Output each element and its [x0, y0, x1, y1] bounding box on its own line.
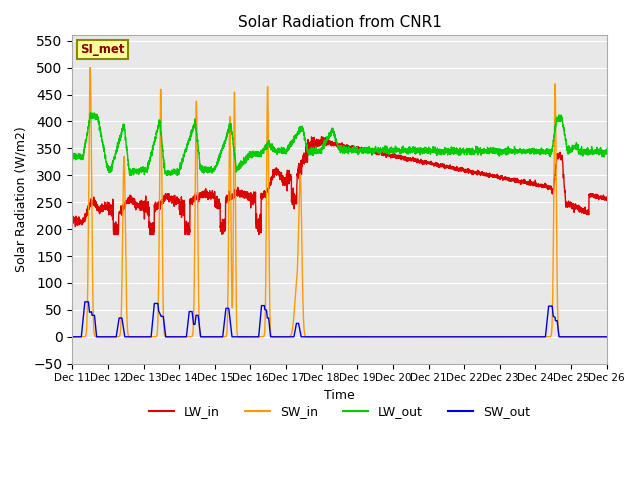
LW_out [183, 143, 191, 149]
LW_out [552, 119, 560, 125]
Line: LW_out: LW_out [72, 113, 607, 175]
LW_out [392, 147, 399, 153]
Legend: LW_in, SW_in, LW_out, SW_out: LW_in, SW_in, LW_out, SW_out [144, 400, 535, 423]
LW_in [603, 195, 611, 201]
LW_out [126, 172, 134, 178]
Y-axis label: Solar Radiation (W/m2): Solar Radiation (W/m2) [15, 127, 28, 273]
SW_in [68, 334, 76, 340]
SW_in [603, 334, 611, 340]
LW_in [110, 232, 118, 238]
Title: Solar Radiation from CNR1: Solar Radiation from CNR1 [237, 15, 442, 30]
SW_out [218, 334, 225, 340]
LW_out [86, 110, 94, 116]
Line: LW_in: LW_in [72, 137, 607, 235]
Text: SI_met: SI_met [81, 43, 125, 56]
LW_out [218, 145, 226, 151]
SW_out [183, 328, 191, 334]
X-axis label: Time: Time [324, 389, 355, 402]
SW_out [392, 334, 399, 340]
LW_out [68, 152, 76, 158]
SW_out [81, 299, 89, 305]
SW_in [401, 334, 409, 340]
SW_out [68, 334, 76, 340]
SW_in [381, 334, 388, 340]
LW_out [401, 145, 409, 151]
SW_in [603, 334, 611, 340]
LW_in [68, 215, 76, 220]
SW_in [392, 334, 399, 340]
SW_out [552, 318, 560, 324]
SW_in [218, 334, 225, 340]
Line: SW_out: SW_out [72, 302, 607, 337]
SW_out [401, 334, 409, 340]
SW_out [602, 334, 610, 340]
LW_in [603, 194, 611, 200]
LW_in [317, 134, 325, 140]
SW_in [552, 176, 560, 181]
SW_in [183, 334, 191, 340]
SW_in [86, 65, 94, 71]
SW_out [603, 334, 611, 340]
LW_out [603, 146, 611, 152]
LW_out [603, 150, 611, 156]
LW_in [552, 161, 560, 167]
LW_in [183, 230, 191, 236]
LW_in [392, 154, 399, 159]
LW_in [218, 221, 225, 227]
LW_in [401, 155, 409, 160]
Line: SW_in: SW_in [72, 68, 607, 337]
